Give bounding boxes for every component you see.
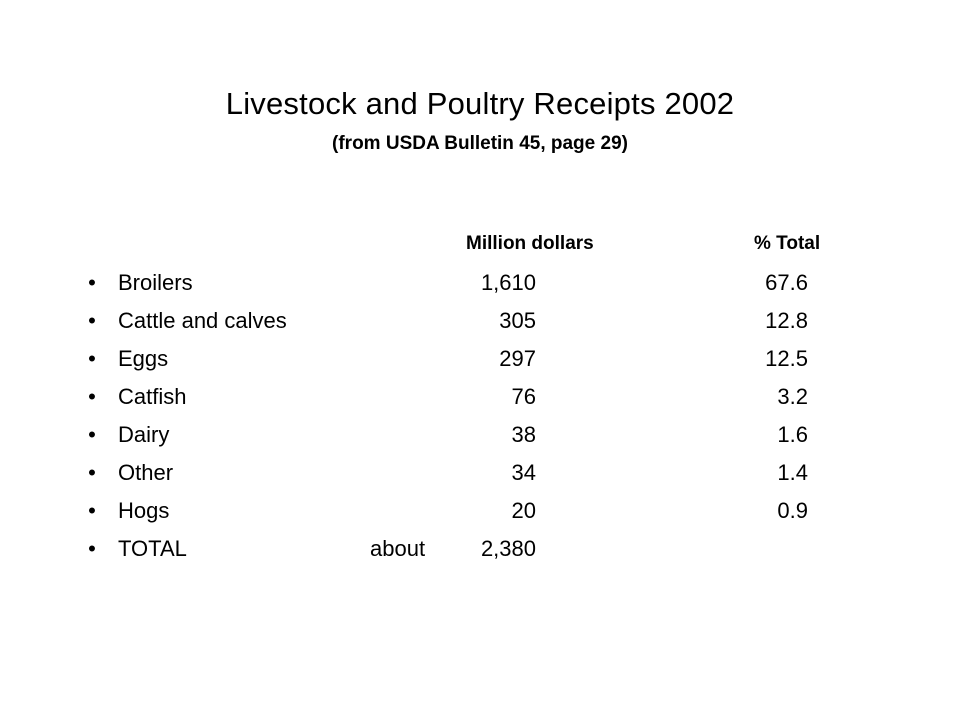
row-label: Broilers — [118, 270, 193, 295]
row-million-value: 305 — [499, 308, 536, 333]
bullet-icon: • — [88, 498, 96, 523]
row-label: TOTAL — [118, 536, 187, 561]
list-item: • Eggs 297 12.5 — [0, 340, 960, 378]
row-percent-value: 12.5 — [765, 346, 808, 371]
bullet-icon: • — [88, 384, 96, 409]
list-item: • Hogs 20 0.9 — [0, 492, 960, 530]
row-million-value: 1,610 — [480, 270, 536, 295]
list-item: • Cattle and calves 305 12.8 — [0, 302, 960, 340]
bullet-icon: • — [88, 422, 96, 447]
slide-title: Livestock and Poultry Receipts 2002 — [225, 86, 735, 121]
row-label: Eggs — [118, 346, 169, 371]
row-percent-value: 0.9 — [777, 498, 808, 523]
row-label: Other — [118, 460, 174, 485]
row-label: Hogs — [118, 498, 170, 523]
row-label: Catfish — [118, 384, 187, 409]
column-header-million-dollars: Million dollars — [466, 233, 594, 254]
row-qualifier: about — [370, 536, 426, 561]
bullet-icon: • — [88, 536, 96, 561]
list-item: • Broilers 1,610 67.6 — [0, 264, 960, 302]
bullet-icon: • — [88, 270, 96, 295]
row-million-value: 38 — [511, 422, 536, 447]
slide-subtitle: (from USDA Bulletin 45, page 29) — [332, 133, 628, 154]
row-million-value: 34 — [511, 460, 536, 485]
row-percent-value: 12.8 — [765, 308, 808, 333]
list-item: • Dairy 38 1.6 — [0, 416, 960, 454]
row-label: Dairy — [118, 422, 170, 447]
column-header-percent-total: % Total — [754, 233, 821, 254]
list-item: • Catfish 76 3.2 — [0, 378, 960, 416]
bullet-icon: • — [88, 308, 96, 333]
row-million-value: 2,380 — [480, 536, 536, 561]
list-item: • Other 34 1.4 — [0, 454, 960, 492]
row-label: Cattle and calves — [118, 308, 287, 333]
row-million-value: 20 — [511, 498, 536, 523]
row-million-value: 297 — [499, 346, 536, 371]
row-percent-value: 3.2 — [777, 384, 808, 409]
bullet-icon: • — [88, 346, 96, 371]
row-percent-value: 1.4 — [777, 460, 808, 485]
row-million-value: 76 — [511, 384, 536, 409]
bullet-icon: • — [88, 460, 96, 485]
row-percent-value: 67.6 — [765, 270, 808, 295]
list-item-total: • TOTAL about 2,380 — [0, 530, 960, 568]
row-percent-value: 1.6 — [777, 422, 808, 447]
